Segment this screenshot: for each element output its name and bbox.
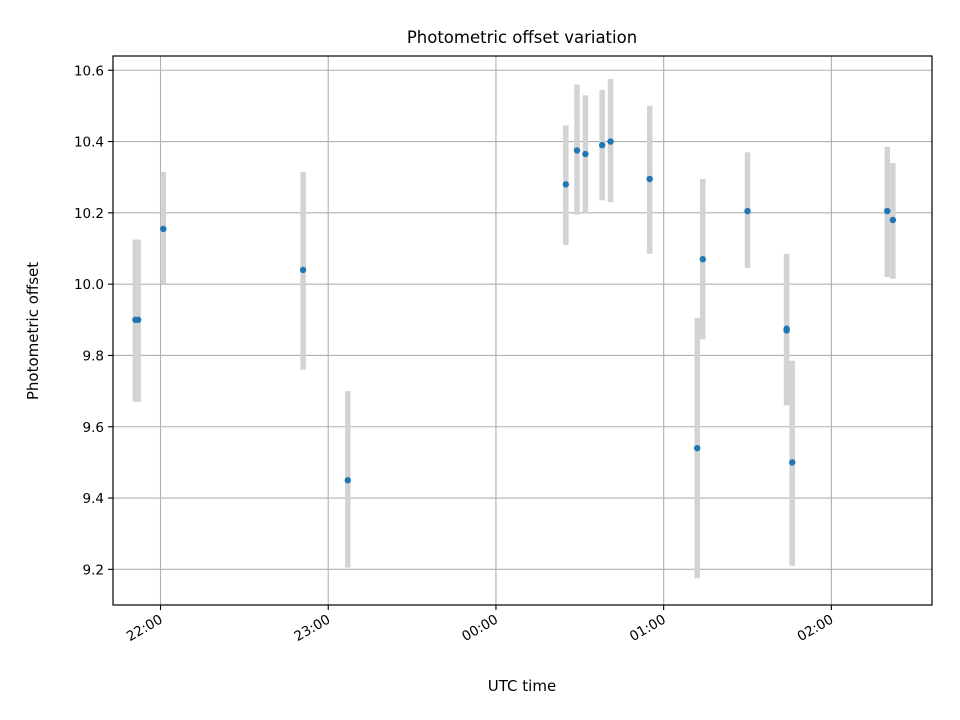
data-point bbox=[134, 316, 142, 324]
data-point bbox=[646, 175, 653, 183]
data-point bbox=[344, 477, 351, 484]
y-tick-label: 9.6 bbox=[83, 420, 104, 436]
y-axis-label: Photometric offset bbox=[24, 262, 42, 400]
data-point bbox=[299, 266, 307, 274]
x-axis-label: UTC time bbox=[488, 677, 556, 695]
data-point bbox=[884, 207, 891, 215]
data-point bbox=[573, 147, 581, 154]
data-point bbox=[607, 138, 614, 145]
y-tick-label: 9.8 bbox=[83, 348, 104, 364]
data-point bbox=[889, 216, 897, 224]
y-tick-label: 10.2 bbox=[74, 206, 104, 222]
data-point bbox=[699, 256, 706, 263]
y-tick-label: 9.2 bbox=[83, 562, 104, 578]
data-points bbox=[132, 138, 897, 484]
data-point bbox=[744, 207, 751, 215]
data-point bbox=[694, 444, 701, 452]
y-tick-label: 10.0 bbox=[74, 277, 104, 293]
y-axis-ticks: 9.2 9.4 9.6 9.8 10.0 10.2 10.4 10.6 bbox=[74, 63, 113, 578]
y-tick-label: 10.6 bbox=[74, 63, 104, 79]
data-point bbox=[789, 459, 796, 466]
data-point bbox=[783, 327, 790, 334]
data-point bbox=[160, 225, 167, 233]
chart-title: Photometric offset variation bbox=[407, 28, 637, 47]
plot-frame bbox=[112, 55, 933, 606]
data-point bbox=[582, 150, 589, 158]
grid-lines bbox=[113, 56, 932, 605]
y-tick-label: 10.4 bbox=[74, 135, 104, 151]
data-point bbox=[562, 181, 570, 188]
y-tick-label: 9.4 bbox=[83, 491, 104, 507]
data-point bbox=[598, 141, 606, 149]
